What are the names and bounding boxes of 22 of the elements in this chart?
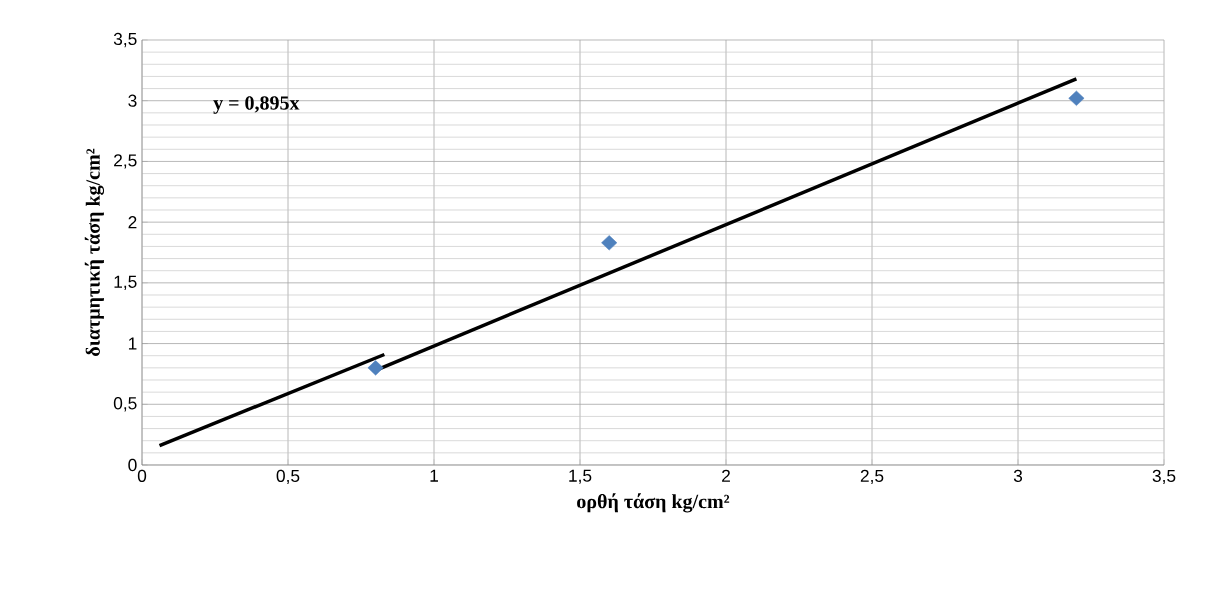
point — [601, 235, 618, 251]
y-tick-label: 3 — [128, 94, 137, 107]
point — [367, 360, 384, 376]
x-tick-label: 0 — [137, 469, 147, 482]
x-tick-label: 1 — [430, 469, 438, 482]
x-tick-label: 0,5 — [276, 469, 300, 485]
y-tick-label: 2 — [128, 216, 137, 229]
annotation: y = 0,895x — [213, 96, 300, 114]
x-tick-label: 2 — [722, 469, 730, 482]
y-tick-label: 0,5 — [113, 397, 137, 412]
x-tick-label: 1,5 — [569, 469, 592, 484]
x-axis-title: ορθή τάση kg/cm² — [577, 493, 730, 513]
y-tick-label: 1,5 — [114, 275, 137, 290]
y-axis-title: διατμητική τάση kg/cm² — [84, 148, 105, 356]
y-tick-label: 1 — [128, 337, 137, 350]
y-tick-label: 3,5 — [113, 32, 137, 48]
x-tick-label: 3,5 — [1152, 469, 1176, 485]
y-tick-label: 0 — [128, 458, 137, 472]
x-tick-label: 3 — [1013, 469, 1023, 482]
x-tick-label: 2,5 — [860, 469, 884, 485]
y-tick-label: 2,5 — [114, 154, 137, 169]
point — [1068, 90, 1085, 106]
